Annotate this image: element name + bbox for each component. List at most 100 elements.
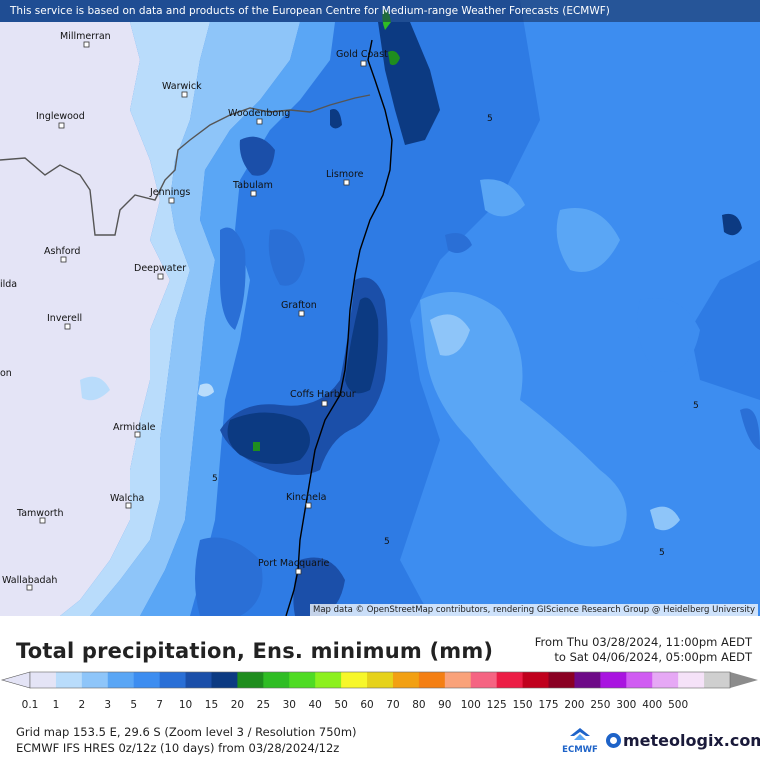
legend-swatch — [418, 672, 446, 688]
city-inglewood: Inglewood — [36, 111, 85, 129]
meteologix-logo[interactable]: meteologix.com — [606, 731, 760, 750]
contour-label: 5 — [693, 401, 699, 411]
legend-swatch — [522, 672, 550, 688]
contour-label: 5 — [212, 474, 218, 484]
meteologix-icon — [606, 733, 621, 748]
legend-label: 300 — [616, 699, 636, 711]
legend-swatch — [341, 672, 368, 688]
city-gold-coast: Gold Coast — [336, 49, 388, 67]
svg-text:Armidale: Armidale — [113, 422, 156, 433]
city-coffs-harbour: Coffs Harbour — [290, 389, 356, 407]
city-ashford: Ashford — [44, 246, 80, 263]
legend-swatch — [237, 672, 264, 688]
svg-text:Inverell: Inverell — [47, 313, 82, 324]
precipitation-map[interactable]: Millmerran Gold Coast Warwick Inglewood … — [0, 0, 760, 616]
legend-swatch — [574, 672, 601, 688]
legend-swatch — [133, 672, 161, 688]
contour-label: 5 — [487, 114, 493, 124]
city-jennings: Jennings — [149, 187, 190, 204]
legend-label: 3 — [104, 699, 111, 711]
map-info: Grid map 153.5 E, 29.6 S (Zoom level 3 /… — [16, 724, 357, 756]
model-info: ECMWF IFS HRES 0z/12z (10 days) from 03/… — [16, 741, 340, 755]
legend-label: 25 — [257, 699, 270, 711]
legend-swatch — [107, 672, 135, 688]
legend-swatch — [652, 672, 679, 688]
legend-swatch — [367, 672, 394, 688]
legend-swatch — [704, 672, 731, 688]
svg-text:ECMWF: ECMWF — [562, 745, 598, 755]
period-from: From Thu 03/28/2024, 11:00pm AEDT — [534, 635, 752, 649]
legend-swatch — [678, 672, 705, 688]
brand-text: meteologix.com — [623, 731, 760, 750]
legend-swatch — [444, 672, 472, 688]
legend-label: 1 — [53, 699, 60, 711]
city-lismore: Lismore — [326, 169, 364, 186]
city-warwick: Warwick — [162, 81, 202, 98]
legend-swatch — [185, 672, 212, 688]
legend-label: 15 — [205, 699, 218, 711]
svg-text:Millmerran: Millmerran — [60, 31, 111, 42]
legend-label: 10 — [179, 699, 192, 711]
legend-label: 100 — [461, 699, 481, 711]
legend-swatch — [392, 672, 420, 688]
svg-text:Lismore: Lismore — [326, 169, 364, 180]
svg-text:Ashford: Ashford — [44, 246, 80, 257]
svg-text:Grafton: Grafton — [281, 300, 317, 311]
svg-text:Coffs Harbour: Coffs Harbour — [290, 389, 356, 400]
svg-text:Woodenbong: Woodenbong — [228, 108, 290, 119]
city-edge-ilda: ilda — [0, 279, 17, 290]
legend-swatch — [55, 672, 83, 688]
legend-label: 30 — [283, 699, 296, 711]
grid-info: Grid map 153.5 E, 29.6 S (Zoom level 3 /… — [16, 725, 357, 739]
svg-text:Deepwater: Deepwater — [134, 263, 186, 274]
legend-label: 500 — [668, 699, 688, 711]
city-edge-on: on — [0, 368, 12, 379]
city-tabulam: Tabulam — [232, 180, 273, 197]
legend-border — [29, 671, 731, 689]
legend-swatch — [548, 672, 575, 688]
city-inverell: Inverell — [47, 313, 82, 330]
legend-label: 20 — [231, 699, 244, 711]
svg-text:Inglewood: Inglewood — [36, 111, 85, 122]
city-millmerran: Millmerran — [60, 31, 111, 48]
ecmwf-logo[interactable]: ECMWF — [558, 726, 602, 756]
legend-label: 125 — [487, 699, 507, 711]
legend-swatch — [289, 672, 316, 688]
svg-text:Tamworth: Tamworth — [16, 508, 64, 519]
legend-swatch — [211, 672, 238, 688]
legend-label: 150 — [513, 699, 533, 711]
city-wallabadah: Wallabadah — [2, 575, 57, 591]
legend-label: 400 — [642, 699, 662, 711]
contour-label: 5 — [384, 537, 390, 547]
page-title: Total precipitation, Ens. minimum (mm) — [16, 639, 494, 663]
city-tamworth: Tamworth — [16, 508, 64, 524]
legend-label: 250 — [590, 699, 610, 711]
svg-text:Wallabadah: Wallabadah — [2, 575, 57, 586]
city-kinchela: Kinchela — [286, 492, 326, 509]
svg-text:Jennings: Jennings — [149, 187, 190, 198]
svg-text:Tabulam: Tabulam — [232, 180, 273, 191]
contour-label: 5 — [659, 548, 665, 558]
forecast-period: From Thu 03/28/2024, 11:00pm AEDT to Sat… — [535, 635, 752, 665]
legend-label: 90 — [438, 699, 451, 711]
legend-label: 80 — [412, 699, 425, 711]
city-armidale: Armidale — [113, 422, 156, 438]
legend-label: 70 — [386, 699, 399, 711]
svg-text:Walcha: Walcha — [110, 493, 144, 504]
legend-label: 60 — [360, 699, 373, 711]
map-attribution[interactable]: Map data © OpenStreetMap contributors, r… — [310, 604, 758, 616]
legend-swatch — [496, 672, 524, 688]
legend-swatch — [81, 672, 109, 688]
legend-swatch — [263, 672, 290, 688]
legend-arrow-left — [0, 671, 31, 689]
svg-text:Warwick: Warwick — [162, 81, 202, 92]
period-to: to Sat 04/06/2024, 05:00pm AEDT — [554, 650, 752, 664]
legend-label: 175 — [538, 699, 558, 711]
legend-swatch — [159, 672, 187, 688]
svg-text:Kinchela: Kinchela — [286, 492, 326, 503]
legend-label: 50 — [334, 699, 347, 711]
city-grafton: Grafton — [281, 300, 317, 317]
legend-swatch — [315, 672, 342, 688]
city-walcha: Walcha — [110, 493, 144, 509]
city-woodenbong: Woodenbong — [228, 108, 290, 125]
